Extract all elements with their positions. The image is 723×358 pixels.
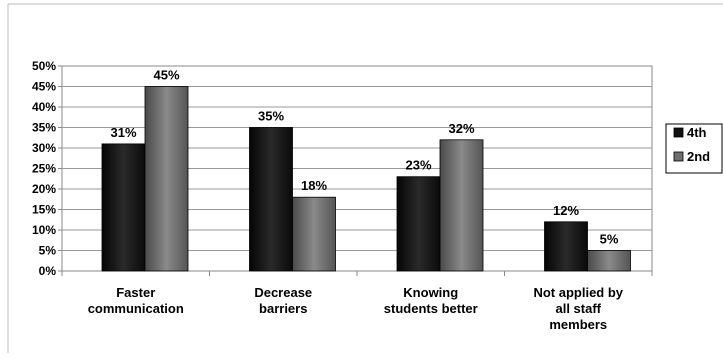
x-axis-category-labels: Faster communication Decrease barriers Knowi… [88, 285, 624, 332]
y-tick-label: 25% [32, 162, 56, 176]
y-axis-tick-labels: 0% 5% 10% 15% 20% 25% 30% 35% 40% 45% 50% [32, 59, 56, 278]
y-tick-label: 20% [32, 182, 56, 196]
bar-value-label: 35% [258, 109, 284, 124]
x-category-label-line: communication [88, 301, 184, 316]
x-category-label-line: Faster [116, 285, 155, 300]
y-tick-label: 30% [32, 141, 56, 155]
bar-4th-3 [396, 176, 441, 272]
x-category-label-line: Not applied by [533, 285, 623, 300]
bar-4th-4 [544, 221, 588, 272]
bar-2nd-3 [439, 139, 484, 272]
bar-4th-2 [249, 127, 293, 272]
y-tick-label: 5% [39, 244, 57, 258]
bar-value-label: 23% [405, 158, 431, 173]
bar-value-label: 32% [448, 121, 474, 136]
x-category-label-line: students better [384, 301, 478, 316]
bar-2nd-4 [587, 250, 631, 272]
bar-2nd-2 [292, 196, 336, 272]
bar-value-label: 5% [600, 232, 619, 247]
y-tick-label: 45% [32, 80, 56, 94]
bars [101, 86, 631, 272]
bar-2nd-1 [144, 86, 189, 272]
x-category-label: Decrease barriers [254, 285, 312, 316]
y-tick-label: 50% [32, 59, 56, 73]
legend: 4th 2nd [665, 123, 723, 174]
bar-value-label: 12% [553, 203, 579, 218]
y-tick-label: 15% [32, 203, 56, 217]
y-tick-label: 0% [39, 264, 57, 278]
bar-value-labels: 31% 45% 35% 18% 23% 32% 12% 5% [110, 68, 618, 247]
legend-swatch-2nd [673, 151, 684, 162]
x-category-label-line: members [549, 317, 607, 332]
bar-4th-1 [101, 143, 146, 272]
x-category-label: Not applied by all staff members [533, 285, 623, 332]
bar-value-label: 31% [110, 125, 136, 140]
bar-value-label: 18% [301, 178, 327, 193]
legend-label-2nd: 2nd [687, 149, 710, 164]
y-tick-label: 10% [32, 223, 56, 237]
y-tick-label: 35% [32, 121, 56, 135]
x-category-label: Knowing students better [384, 285, 478, 316]
x-category-label-line: Knowing [403, 285, 458, 300]
x-category-label-line: Decrease [254, 285, 312, 300]
x-category-label: Faster communication [88, 285, 184, 316]
x-category-label-line: barriers [259, 301, 307, 316]
legend-label-4th: 4th [687, 125, 707, 140]
x-category-label-line: all staff [555, 301, 601, 316]
y-tick-label: 40% [32, 100, 56, 114]
bar-value-label: 45% [153, 68, 179, 83]
legend-swatch-4th [673, 127, 684, 138]
